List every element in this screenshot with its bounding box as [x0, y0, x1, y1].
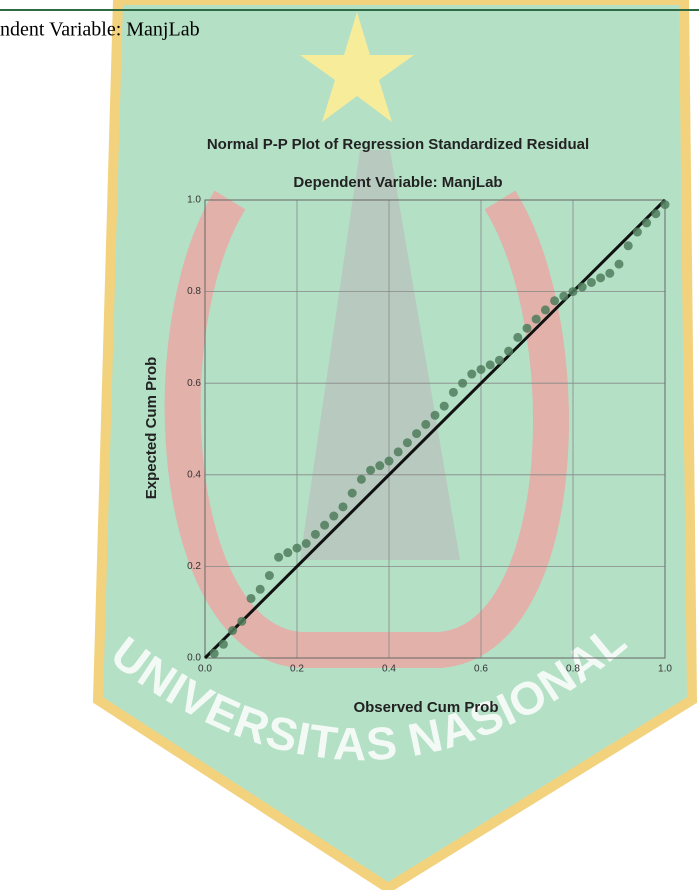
watermark-star [300, 12, 414, 122]
reference-line [203, 198, 667, 660]
point [283, 548, 293, 558]
y-tick-label: 0.0 [187, 653, 201, 664]
point [329, 511, 339, 521]
point [246, 593, 256, 603]
point [494, 355, 504, 365]
point [384, 456, 394, 466]
y-tick-label: 0.8 [187, 286, 201, 297]
point [476, 364, 486, 374]
point [375, 461, 385, 471]
point [522, 323, 532, 333]
point [550, 296, 560, 306]
x-tick-label: 0.2 [290, 664, 304, 675]
point [660, 200, 670, 210]
point [412, 429, 422, 439]
chart-subtitle: Dependent Variable: ManjLab [293, 174, 502, 191]
x-axis-label: Observed Cum Prob [353, 699, 498, 716]
point [623, 241, 633, 251]
y-tick-label: 0.6 [187, 378, 201, 389]
point [255, 584, 265, 594]
point [310, 529, 320, 539]
watermark-arc [164, 190, 569, 668]
point [439, 401, 449, 411]
header-text: ndent Variable: ManjLab [0, 19, 200, 41]
point [320, 520, 330, 530]
x-tick-label: 0.6 [474, 664, 488, 675]
point [366, 465, 376, 475]
point [347, 488, 357, 498]
point [513, 332, 523, 342]
x-tick-label: 0.0 [198, 664, 212, 675]
point [596, 273, 606, 283]
point [356, 474, 366, 484]
point [421, 419, 431, 429]
point [237, 616, 247, 626]
point [218, 639, 228, 649]
point [338, 502, 348, 512]
point [642, 218, 652, 228]
point [651, 209, 661, 219]
point [209, 648, 219, 658]
chart-title: Normal P-P Plot of Regression Standardiz… [207, 136, 589, 153]
point [393, 447, 403, 457]
y-tick-label: 0.4 [187, 469, 201, 480]
point [448, 387, 458, 397]
point [228, 626, 238, 636]
x-tick-label: 1.0 [658, 664, 672, 675]
point [531, 314, 541, 324]
point [485, 360, 495, 370]
point [274, 552, 284, 562]
point [292, 543, 302, 553]
point [614, 259, 624, 269]
y-tick-label: 0.2 [187, 561, 201, 572]
point [467, 369, 477, 379]
y-axis-label: Expected Cum Prob [143, 357, 160, 500]
point [586, 277, 596, 287]
point [577, 282, 587, 292]
point [458, 378, 468, 388]
point [605, 268, 615, 278]
point [559, 291, 569, 301]
point [264, 571, 274, 581]
point [301, 539, 311, 548]
point [402, 438, 412, 448]
point [430, 410, 440, 420]
plot-frame [204, 199, 666, 659]
y-tick-label: 1.0 [187, 195, 201, 206]
point [504, 346, 514, 356]
point [568, 287, 578, 297]
watermark-tower [300, 150, 460, 560]
point [540, 305, 550, 315]
x-tick-label: 0.8 [566, 664, 580, 675]
point [632, 227, 642, 237]
x-tick-label: 0.4 [382, 664, 396, 675]
